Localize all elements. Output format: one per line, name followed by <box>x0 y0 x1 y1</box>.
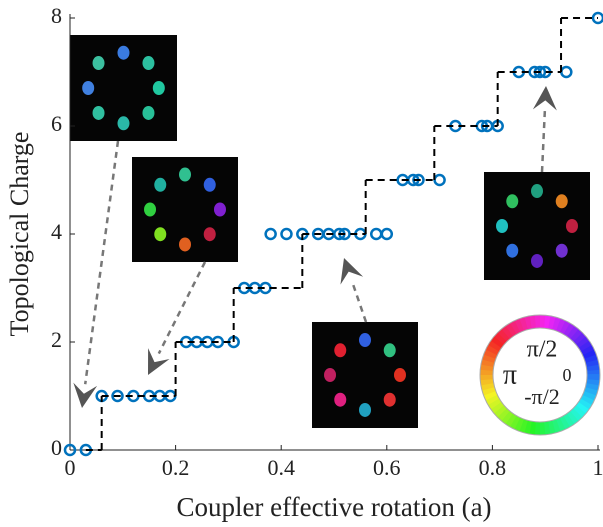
x-tick-label: 0.2 <box>162 455 190 480</box>
vortex-blob <box>384 343 396 357</box>
vortex-blob <box>359 333 371 347</box>
vortex-blob <box>556 194 568 208</box>
arrow-head <box>340 258 363 285</box>
y-tick-label: 2 <box>51 327 62 352</box>
vortex-blob <box>118 116 130 130</box>
vortex-blob <box>93 56 105 70</box>
vortex-blob <box>566 219 578 233</box>
point <box>382 229 392 239</box>
arrow-line <box>352 281 366 322</box>
chart: Coupler effective rotation (a) Topologic… <box>0 0 603 527</box>
vortex-blob <box>359 403 371 417</box>
point <box>281 229 291 239</box>
vortex-blob <box>154 178 166 192</box>
x-tick-label: 0 <box>65 455 76 480</box>
point <box>561 67 571 77</box>
vortex-blob <box>144 203 156 217</box>
phase-label: π/2 <box>527 337 558 363</box>
vortex-blob <box>334 343 346 357</box>
x-axis-label: Coupler effective rotation (a) <box>176 492 491 522</box>
y-tick-label: 6 <box>51 111 62 136</box>
vortex-blob <box>142 106 154 120</box>
vortex-blob <box>118 46 130 60</box>
phase-label: 0 <box>563 365 572 385</box>
vortex-blob <box>531 184 543 198</box>
vortex-blob <box>506 244 518 258</box>
arrow-head <box>533 86 557 111</box>
vortex-blob <box>179 168 191 182</box>
vortex-blob <box>531 254 543 268</box>
x-tick-label: 0.6 <box>373 455 401 480</box>
vortex-blob <box>179 237 191 251</box>
vortex-blob <box>82 81 94 95</box>
vortex-blob <box>506 194 518 208</box>
point <box>435 175 445 185</box>
y-tick-label: 8 <box>51 3 62 28</box>
vortex-blob <box>394 368 406 382</box>
vortex-blob <box>324 368 336 382</box>
vortex-blob <box>334 393 346 407</box>
arrow-head <box>73 383 97 408</box>
vortex-blob <box>204 178 216 192</box>
vortex-blob <box>154 227 166 241</box>
y-axis-label: Topological Charge <box>5 132 34 337</box>
y-tick-label: 0 <box>51 435 62 460</box>
x-tick-label: 1 <box>593 455 603 480</box>
point <box>371 229 381 239</box>
arrow-line <box>542 110 545 172</box>
phase-label: π <box>503 359 517 390</box>
arrow-line <box>85 141 118 384</box>
phase-label: -π/2 <box>524 384 560 409</box>
vortex-blob <box>142 56 154 70</box>
vortex-blob <box>556 244 568 258</box>
vortex-blob <box>93 106 105 120</box>
vortex-blob <box>496 219 508 233</box>
point <box>266 229 276 239</box>
y-tick-label: 4 <box>51 219 62 244</box>
x-tick-label: 0.4 <box>267 455 295 480</box>
vortex-blob <box>153 81 165 95</box>
x-tick-label: 0.8 <box>479 455 507 480</box>
vortex-blob <box>204 227 216 241</box>
vortex-blob <box>214 203 226 217</box>
vortex-blob <box>384 393 396 407</box>
